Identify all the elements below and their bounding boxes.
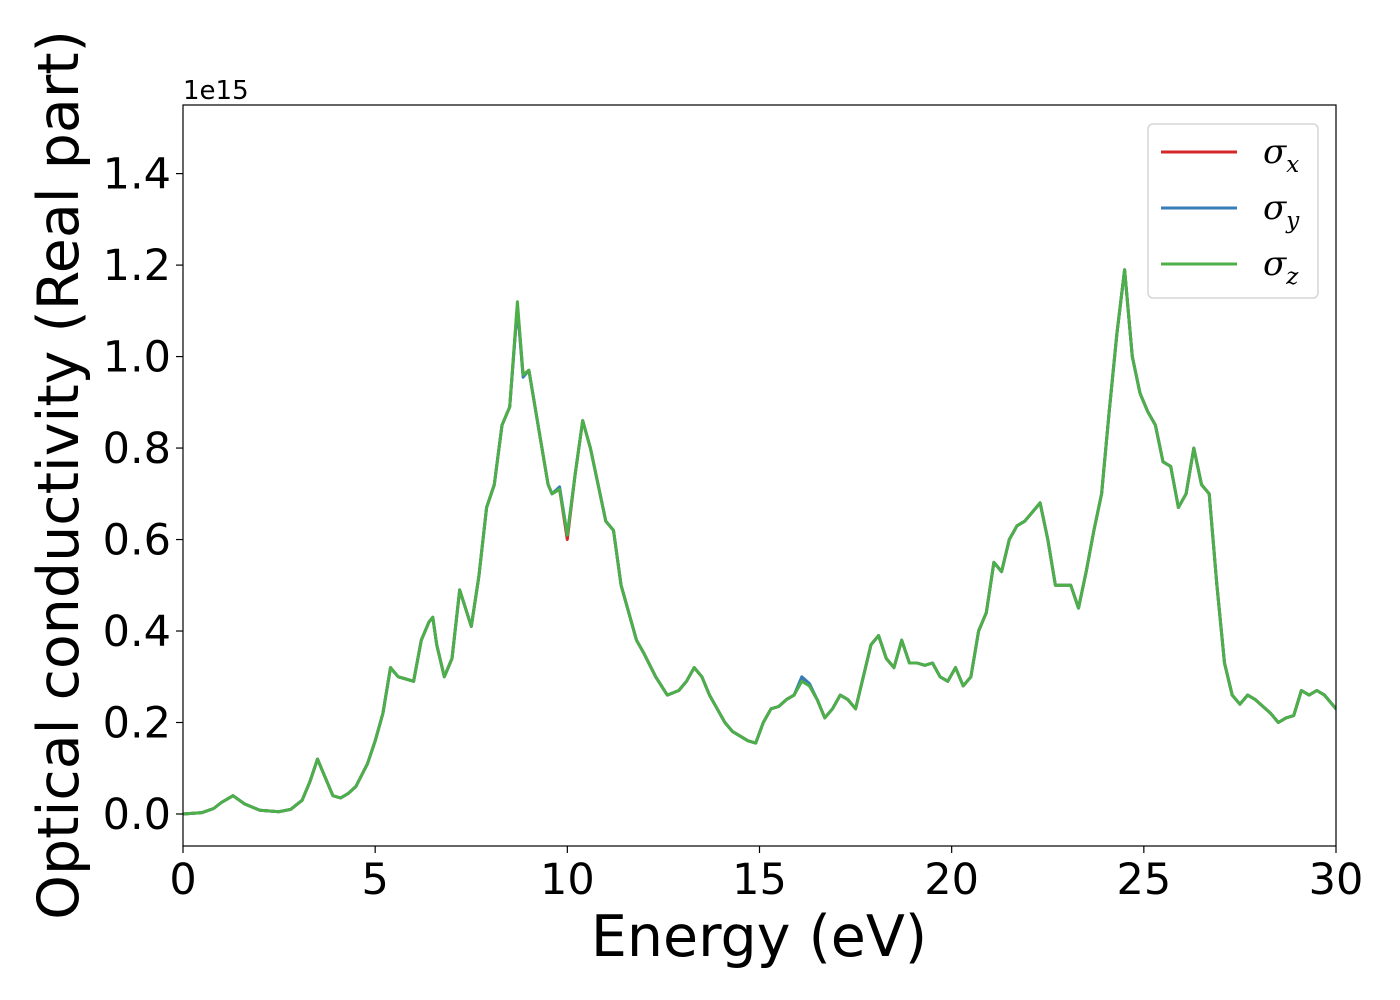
legend-label-x: σx — [1263, 132, 1299, 178]
y-tick-label: 0.4 — [103, 607, 171, 657]
series-line-z — [183, 268, 1336, 816]
y-tick-label: 1.0 — [103, 333, 171, 383]
x-axis-label: Energy (eV) — [591, 904, 927, 970]
y-offset-label: 1e15 — [183, 76, 249, 106]
y-tick-label: 1.4 — [103, 150, 171, 200]
y-tick-label: 0.0 — [103, 790, 171, 840]
legend-label-y: σy — [1263, 188, 1300, 234]
y-tick-label: 1.2 — [103, 241, 171, 291]
x-tick-label: 5 — [361, 855, 388, 905]
x-tick-label: 25 — [1116, 855, 1171, 905]
x-tick-label: 0 — [169, 855, 196, 905]
x-tick-label: 20 — [924, 855, 979, 905]
x-tick-label: 15 — [732, 855, 787, 905]
y-axis: 0.0 0.2 0.4 0.6 0.8 1.0 1.2 1.4 — [103, 150, 183, 840]
legend-box — [1147, 123, 1319, 299]
x-axis: 0 5 10 15 20 25 30 — [169, 846, 1363, 905]
series-layer — [183, 268, 1336, 816]
y-tick-label: 0.6 — [103, 516, 171, 566]
legend: σx σy σz — [1147, 123, 1319, 299]
x-tick-label: 10 — [540, 855, 595, 905]
y-tick-label: 0.2 — [103, 699, 171, 749]
y-axis-label: Optical conductivity (Real part) — [26, 30, 92, 920]
x-tick-label: 30 — [1309, 855, 1364, 905]
legend-label-z: σz — [1263, 244, 1299, 290]
y-tick-label: 0.8 — [103, 424, 171, 474]
